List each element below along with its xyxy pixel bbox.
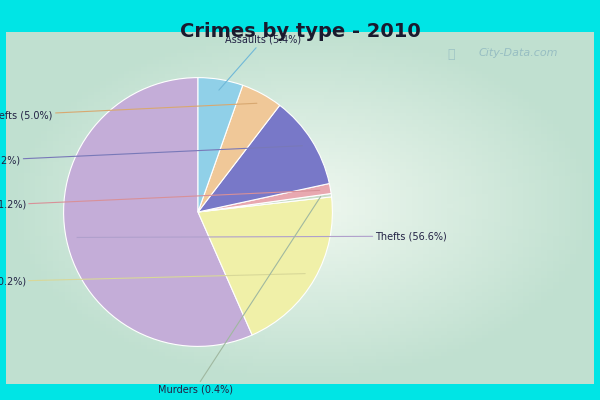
Text: ⓘ: ⓘ [447, 48, 455, 61]
Text: Burglaries (20.2%): Burglaries (20.2%) [0, 274, 305, 287]
Wedge shape [198, 197, 332, 335]
Text: Auto thefts (5.0%): Auto thefts (5.0%) [0, 103, 257, 120]
Wedge shape [198, 194, 332, 212]
Text: Crimes by type - 2010: Crimes by type - 2010 [179, 22, 421, 41]
Text: Rapes (1.2%): Rapes (1.2%) [0, 190, 320, 210]
Text: Murders (0.4%): Murders (0.4%) [158, 196, 320, 394]
Text: Thefts (56.6%): Thefts (56.6%) [77, 231, 447, 241]
Wedge shape [198, 78, 243, 212]
Wedge shape [198, 184, 331, 212]
Text: Robberies (11.2%): Robberies (11.2%) [0, 146, 302, 166]
Text: Assaults (5.4%): Assaults (5.4%) [219, 35, 301, 90]
Wedge shape [198, 85, 280, 212]
Text: City-Data.com: City-Data.com [479, 48, 558, 58]
Wedge shape [64, 78, 252, 346]
Wedge shape [198, 105, 329, 212]
